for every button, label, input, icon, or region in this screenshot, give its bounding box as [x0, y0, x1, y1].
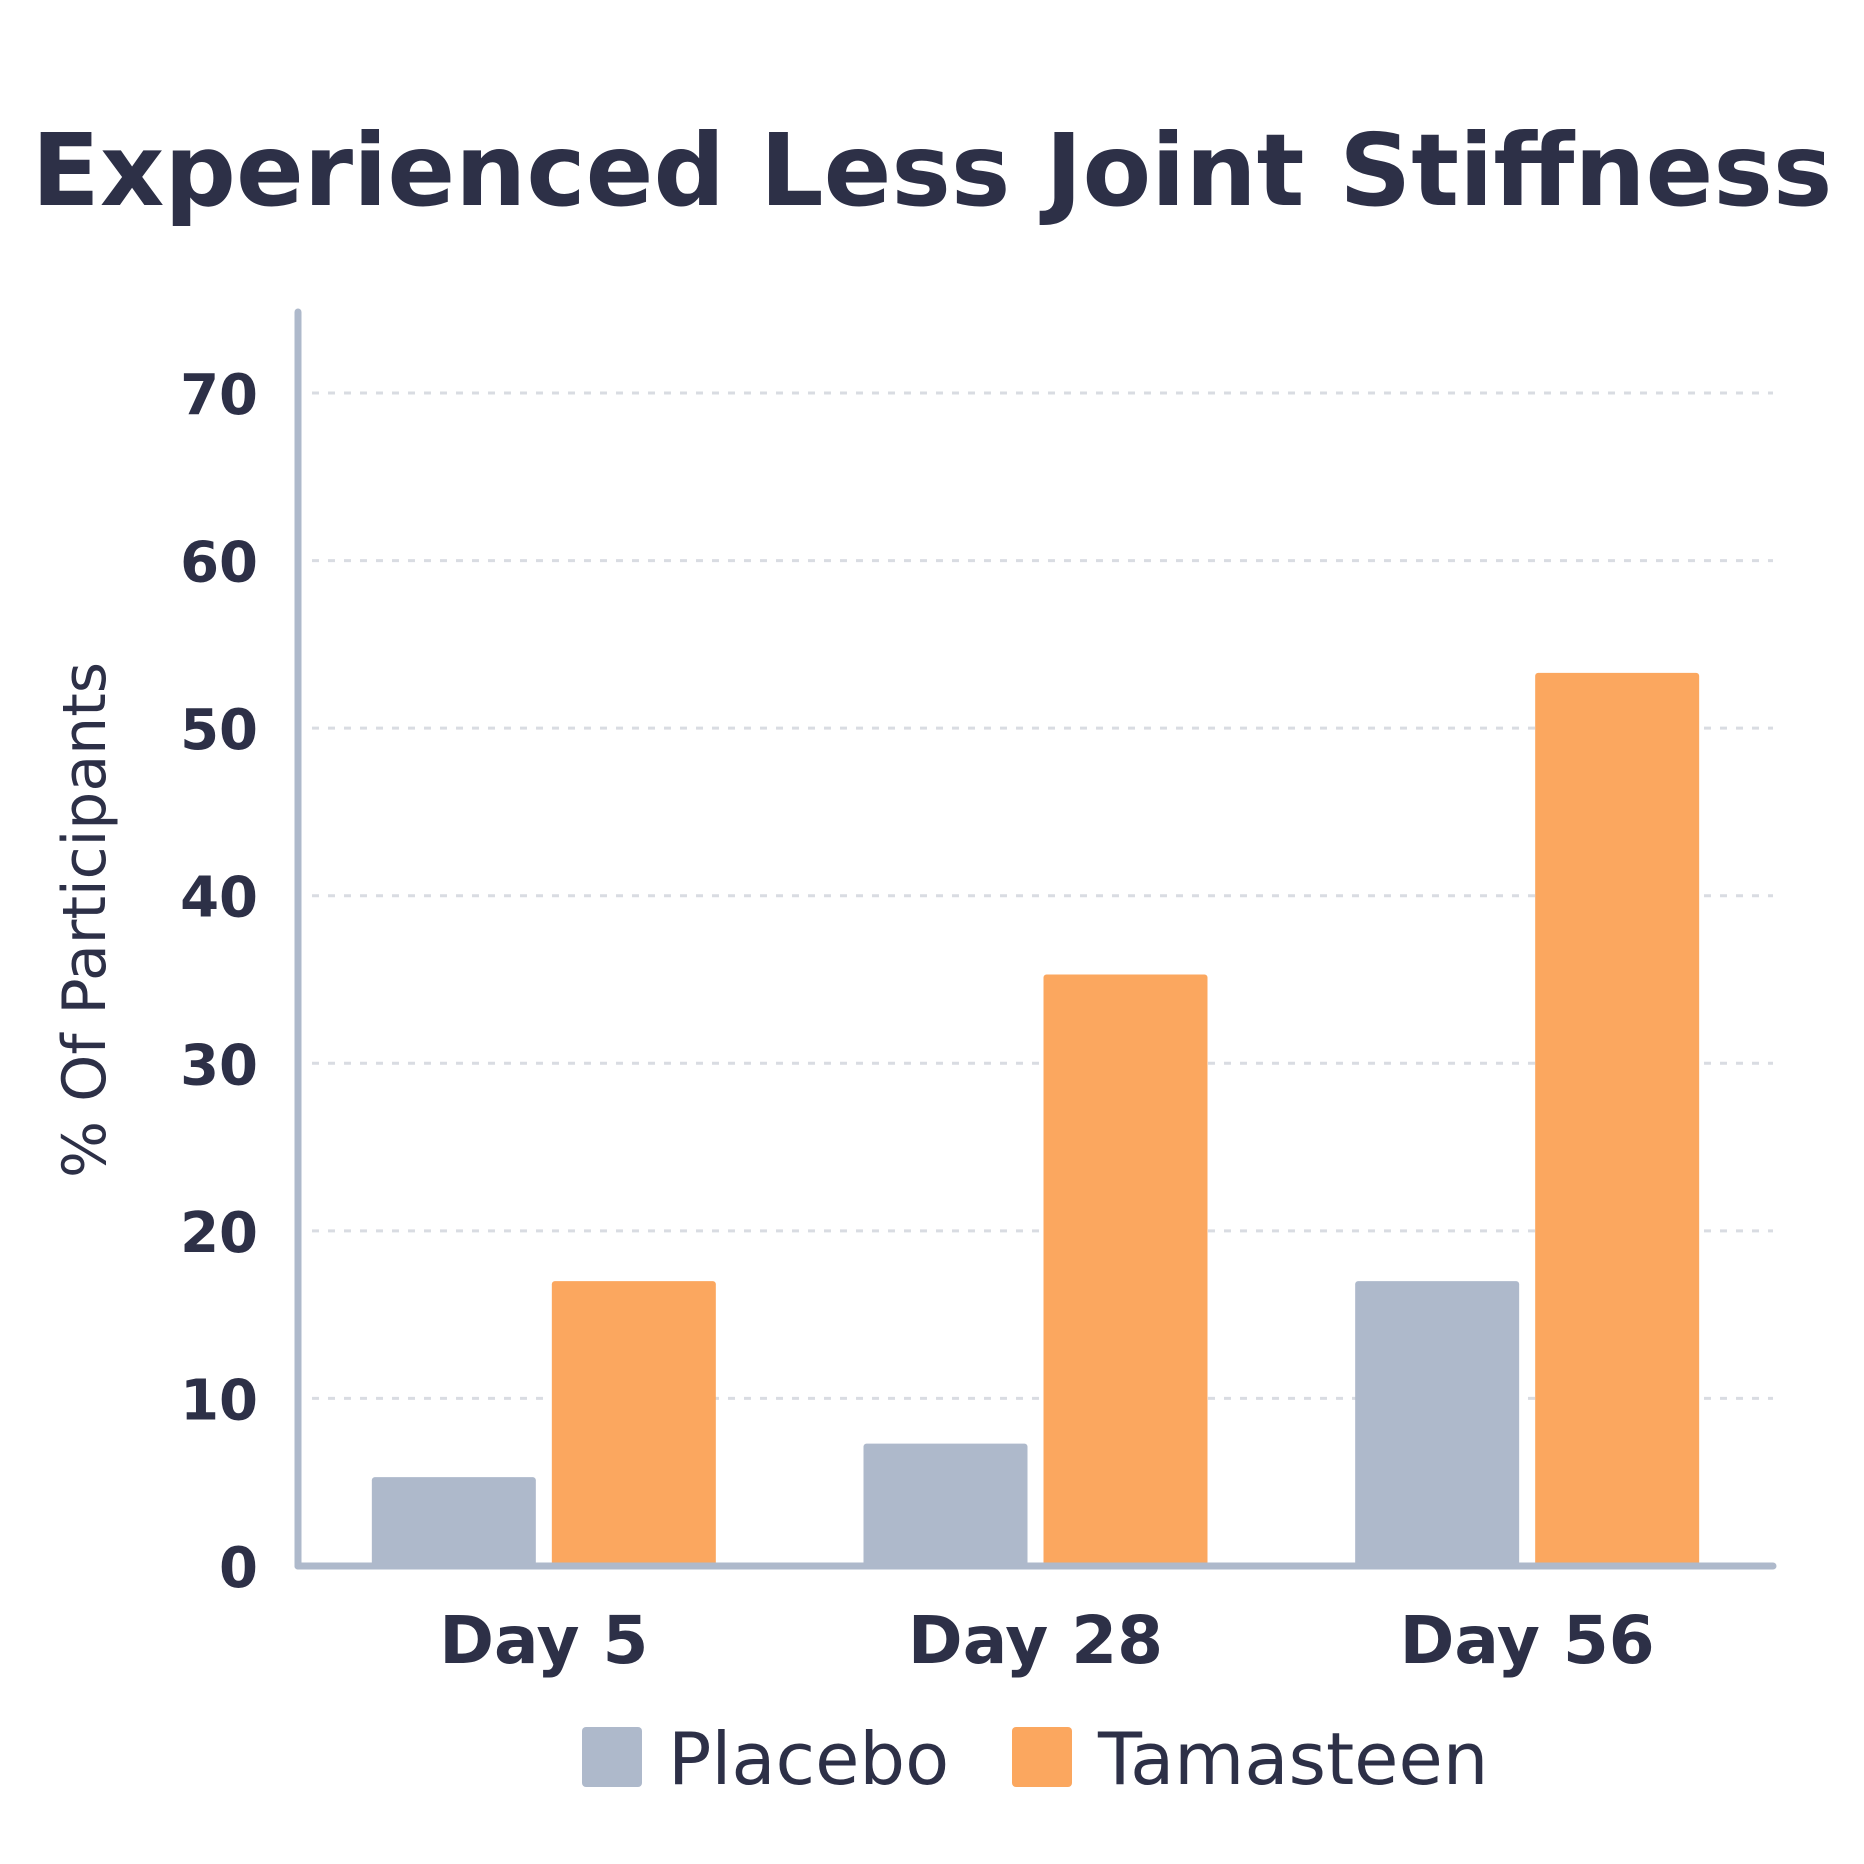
y-tick-label: 60	[180, 531, 258, 596]
x-axis-ticks: Day 5 Day 28 Day 56	[439, 1602, 1655, 1679]
bar-tamasteen-day-28	[1043, 974, 1208, 1566]
bar-tamasteen-day-5	[551, 1281, 716, 1566]
x-tick-label: Day 56	[1400, 1602, 1655, 1679]
legend-label: Tamasteen	[1097, 1717, 1488, 1801]
legend-item-tamasteen: Tamasteen	[1012, 1717, 1488, 1801]
y-tick-label: 30	[180, 1033, 258, 1098]
bar-placebo-day-56	[1355, 1281, 1520, 1566]
chart-title: Experienced Less Joint Stiffness	[32, 112, 1833, 229]
y-tick-label: 70	[180, 363, 258, 428]
legend-swatch	[1012, 1727, 1072, 1787]
legend-swatch	[582, 1727, 642, 1787]
y-tick-label: 20	[180, 1201, 258, 1266]
bar-placebo-day-28	[863, 1443, 1028, 1566]
x-tick-label: Day 5	[439, 1602, 648, 1679]
legend-label: Placebo	[668, 1717, 949, 1801]
bars	[371, 672, 1700, 1566]
y-tick-label: 0	[219, 1536, 258, 1601]
legend-item-placebo: Placebo	[582, 1717, 949, 1801]
gridlines	[312, 391, 1773, 1400]
y-tick-label: 50	[180, 698, 258, 763]
x-tick-label: Day 28	[908, 1602, 1163, 1679]
y-axis-label: % Of Participants	[50, 662, 120, 1178]
y-tick-label: 40	[180, 866, 258, 931]
y-tick-label: 10	[180, 1368, 258, 1433]
bar-placebo-day-5	[371, 1477, 536, 1566]
y-axis-ticks: 0 10 20 30 40 50 60 70	[180, 363, 258, 1601]
bar-tamasteen-day-56	[1535, 672, 1700, 1566]
legend: Placebo Tamasteen	[582, 1717, 1488, 1801]
